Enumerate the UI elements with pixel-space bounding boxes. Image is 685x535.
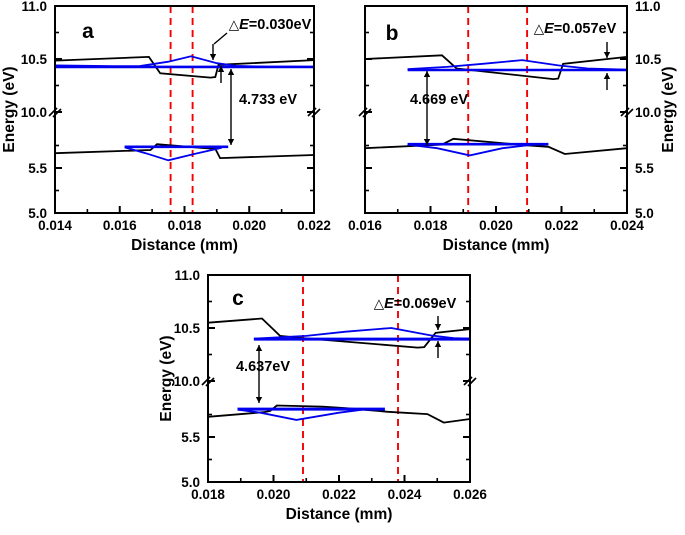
y-axis-title: Energy (eV) <box>1 66 18 152</box>
y-tick-label: 5.5 <box>28 161 47 176</box>
y-tick-label: 11.0 <box>635 0 661 14</box>
x-tick-label: 0.022 <box>545 218 579 233</box>
axis-break-icon <box>201 376 215 387</box>
x-axis-title: Distance (mm) <box>443 237 550 254</box>
delta-e-label: △E=0.069eV <box>374 296 457 312</box>
y-tick-label: 10.0 <box>174 374 200 389</box>
y-tick-label: 5.0 <box>181 475 200 490</box>
conduction-band-blue-curve <box>407 59 628 71</box>
y-tick-label: 10.0 <box>21 105 47 120</box>
arrowhead-icon <box>209 54 217 60</box>
arrowhead-icon <box>434 341 442 347</box>
x-axis: 0.014 0.016 0.018 0.020 0.022 <box>38 206 331 233</box>
x-tick-label: 0.024 <box>388 487 422 502</box>
arrowhead-icon <box>603 52 611 58</box>
x-tick-label: 0.024 <box>610 218 644 233</box>
x-tick-label: 0.020 <box>479 218 513 233</box>
axis-break-icon <box>620 107 634 118</box>
valence-band-black <box>364 137 628 155</box>
y-axis: 11.0 10.5 10.0 5.5 5.0 <box>174 269 470 490</box>
y-tick-label: 5.5 <box>635 161 654 176</box>
conduction-band-black <box>364 54 628 81</box>
arrowhead-icon <box>227 139 235 145</box>
x-tick-label: 0.016 <box>103 218 137 233</box>
x-tick-label: 0.020 <box>257 487 291 502</box>
axis-break-icon <box>358 107 372 118</box>
y-tick-label: 5.0 <box>635 206 654 221</box>
band-gap-label: 4.637eV <box>236 359 290 375</box>
x-tick-label: 0.022 <box>322 487 356 502</box>
valence-band-blue-curve <box>124 146 222 162</box>
arrowhead-icon <box>227 69 235 75</box>
x-axis-title: Distance (mm) <box>131 237 238 254</box>
arrowhead-icon <box>217 66 225 72</box>
x-tick-label: 0.018 <box>168 218 202 233</box>
y-tick-label: 5.5 <box>181 430 200 445</box>
x-axis: 0.016 0.018 0.020 0.022 0.024 <box>348 206 644 233</box>
x-axis-title: Distance (mm) <box>286 506 393 523</box>
annotation-leader-line <box>213 32 228 45</box>
x-tick-label: 0.026 <box>453 487 487 502</box>
x-tick-label: 0.022 <box>297 218 331 233</box>
arrowhead-icon <box>255 397 263 403</box>
x-tick-label: 0.018 <box>191 487 225 502</box>
axis-break-icon <box>463 376 477 387</box>
valence-band-blue-curve <box>407 143 536 157</box>
panel-letter: c <box>232 287 244 310</box>
plot-border <box>54 5 315 214</box>
x-tick-label: 0.020 <box>232 218 266 233</box>
y-tick-label: 11.0 <box>174 269 200 283</box>
conduction-band-black <box>54 55 315 79</box>
valence-band-blue-curve <box>237 408 366 421</box>
arrowhead-icon <box>434 324 442 330</box>
delta-e-label: △E=0.030eV <box>229 17 312 33</box>
conduction-band-blue-curve <box>54 55 315 68</box>
y-tick-label: 10.5 <box>21 52 48 67</box>
arrowhead-icon <box>423 71 431 77</box>
panel-b-chart: 0.016 0.018 0.020 0.022 0.024 11.0 10.5 10.0 5.5… <box>348 0 677 254</box>
panel-letter: b <box>386 22 399 45</box>
delta-e-label: △E=0.057eV <box>534 21 617 37</box>
y-tick-label: 11.0 <box>21 0 47 14</box>
x-tick-label: 0.014 <box>38 218 72 233</box>
x-axis: 0.018 0.020 0.022 0.024 0.026 <box>191 475 487 502</box>
y-tick-label: 10.5 <box>174 321 201 336</box>
axis-break-icon <box>307 107 321 118</box>
arrowhead-icon <box>255 345 263 351</box>
panel-a-chart: 0.014 0.016 0.018 0.020 0.022 11.0 10.5 10.0 5.5… <box>1 0 331 254</box>
y-tick-label: 5.0 <box>28 206 47 221</box>
arrowhead-icon <box>603 73 611 79</box>
band-gap-label: 4.733 eV <box>239 92 297 108</box>
conduction-band-blue-curve <box>253 327 471 340</box>
band-gap-label: 4.669 eV <box>410 92 468 108</box>
y-tick-label: 10.0 <box>635 105 661 120</box>
x-tick-label: 0.016 <box>348 218 382 233</box>
axis-break-icon <box>48 107 62 118</box>
x-tick-label: 0.018 <box>414 218 448 233</box>
valence-band-black <box>207 404 471 424</box>
panel-letter: a <box>82 20 94 43</box>
y-tick-label: 10.5 <box>635 52 662 67</box>
y-axis: 11.0 10.5 10.0 5.5 5.0 <box>365 0 662 221</box>
y-axis-title: Energy (eV) <box>158 335 175 421</box>
panel-c-chart: 0.018 0.020 0.022 0.024 0.026 11.0 10.5 10.0 5.5… <box>158 269 487 523</box>
y-axis: 11.0 10.5 10.0 5.5 5.0 <box>21 0 314 221</box>
plot-border <box>364 5 628 214</box>
arrowhead-icon <box>423 139 431 145</box>
y-axis-title: Energy (eV) <box>660 66 677 152</box>
